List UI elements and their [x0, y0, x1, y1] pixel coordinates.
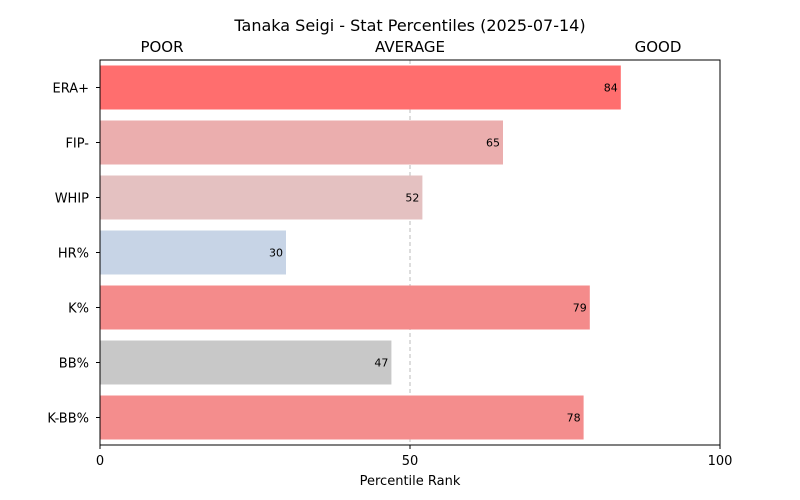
category-label: ERA+: [52, 82, 89, 97]
category-label: FIP-: [65, 137, 89, 152]
value-labels: 84 65 52 30 79 47 78: [269, 82, 618, 425]
category-label: K-BB%: [47, 412, 89, 427]
value-label: 65: [486, 137, 500, 150]
value-label: 30: [269, 247, 283, 260]
value-label: 79: [573, 302, 587, 315]
bar-whip: [100, 175, 423, 220]
category-label: WHIP: [55, 192, 89, 207]
value-label: 78: [567, 412, 581, 425]
x-tick-label: 0: [96, 454, 104, 469]
bar-hr-: [100, 230, 286, 275]
category-label: K%: [68, 302, 89, 317]
category-labels: ERA+ FIP- WHIP HR% K% BB% K-BB%: [47, 82, 100, 427]
bar-bb-: [100, 340, 392, 385]
x-axis-label: Percentile Rank: [360, 474, 461, 489]
bar-fip-: [100, 120, 503, 165]
zone-labels: POOR AVERAGE GOOD: [140, 38, 681, 56]
zone-label-average: AVERAGE: [375, 38, 445, 56]
chart-title: Tanaka Seigi - Stat Percentiles (2025-07…: [233, 16, 585, 35]
zone-label-poor: POOR: [140, 38, 183, 56]
bar-k-bb-: [100, 395, 584, 440]
value-label: 84: [604, 82, 618, 95]
bar-era-: [100, 65, 621, 110]
value-label: 47: [374, 357, 388, 370]
category-label: BB%: [59, 357, 89, 372]
bars: [100, 65, 621, 440]
x-tick-label: 100: [708, 454, 733, 469]
value-label: 52: [405, 192, 419, 205]
x-axis-ticks: 0 50 100: [96, 445, 733, 469]
bar-k-: [100, 285, 590, 330]
zone-label-good: GOOD: [635, 38, 682, 56]
x-tick-label: 50: [402, 454, 419, 469]
category-label: HR%: [58, 247, 89, 262]
